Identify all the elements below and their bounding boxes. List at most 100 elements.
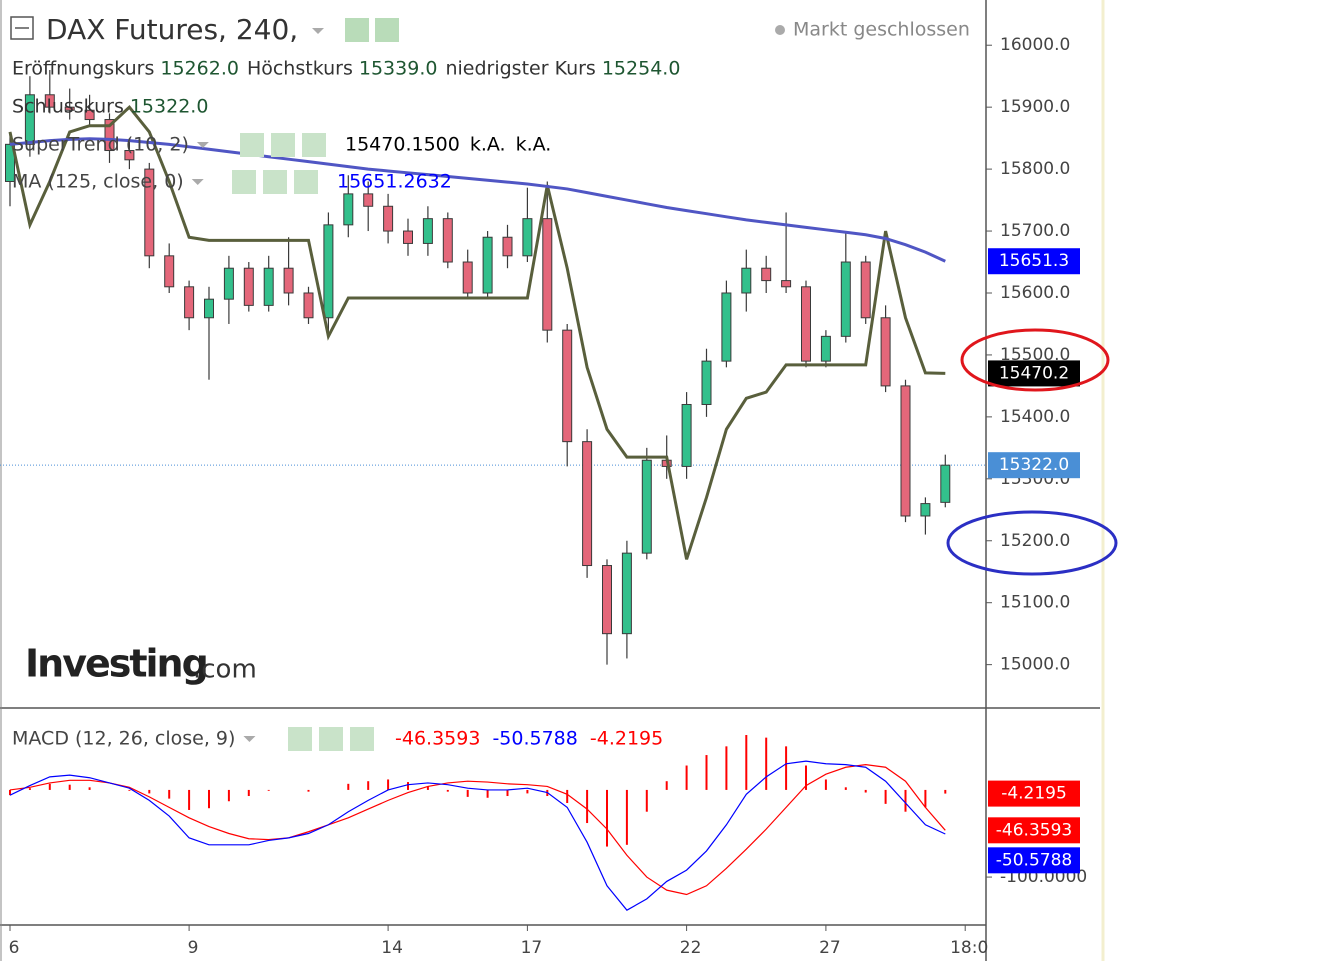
candle-body [303,292,314,319]
visibility-icon[interactable] [345,18,369,42]
candle-body [144,168,155,257]
y-tick-label: 16000.0 [1000,35,1070,55]
remove-icon[interactable] [302,133,326,157]
y-tick-label: 15100.0 [1000,593,1070,613]
candle-body [403,230,413,244]
candle-body [84,109,95,121]
legend-text: k.A. [516,134,552,156]
candle-body [820,335,831,362]
candle-body [621,552,632,635]
candle-body [263,267,274,306]
legend-text: Schlusskurs [12,96,124,118]
candle-body [801,286,811,362]
dropdown-icon[interactable] [196,142,209,148]
legend-text: Höchstkurs [247,58,353,80]
axis-value-tag [988,780,1080,807]
legend-text: k.A. [470,134,506,156]
annotation-ellipse [960,328,1110,392]
candle-body [641,459,652,554]
legend-text: 15339.0 [359,58,438,80]
candle-body [204,298,214,319]
legend-text: 15254.0 [602,58,681,80]
axis-value-tag [988,847,1080,874]
y-tick-label: 15600.0 [1000,283,1070,303]
x-tick-label: 17 [521,938,543,958]
status-dot [775,25,785,35]
legend-text: -4.2195 [590,728,663,750]
candle-body [582,441,593,567]
candle-body [184,286,195,319]
candle-body [223,267,234,300]
y-tick-label: 15500.0 [1000,345,1070,365]
series-line [9,137,946,263]
legend-area: DAX Futures, 240, Markt geschlossen Inve… [10,13,1118,751]
candle-body [701,360,712,405]
candle-body [422,218,433,244]
market-status: Markt geschlossen [793,19,970,41]
candle-body [781,280,792,288]
candle-body [283,267,294,294]
candle-body [940,464,951,503]
candle-body [522,218,533,257]
candle-body [562,329,573,443]
dropdown-icon[interactable] [312,28,324,34]
candle-body [880,317,891,387]
series-line [9,764,946,896]
y-tick-label: 15000.0 [1000,655,1070,675]
settings-icon[interactable] [319,727,343,751]
x-tick-label: 6 [9,938,20,958]
legend-text: SuperTrend (10, 2) [12,134,189,156]
candle-body [721,292,732,362]
candle-body [681,403,692,467]
visibility-icon[interactable] [232,170,256,194]
candle-body [363,193,374,207]
y-tick-label: 15400.0 [1000,407,1070,427]
settings-icon[interactable] [271,133,295,157]
candle-body [164,255,175,288]
candle-body [920,503,931,517]
candle-body [860,261,871,319]
y-tick-label: 15900.0 [1000,97,1070,117]
candle-body [124,150,135,161]
axis-value-label: 15651.3 [999,251,1069,271]
chart-title: DAX Futures, 240, [46,13,298,46]
candle-body [741,267,752,294]
y-tick-label: 15700.0 [1000,221,1070,241]
legend-text: MA (125, close, 0) [12,171,184,193]
axis-value-label: 15322.0 [999,455,1069,475]
candle-body [44,94,55,108]
candle-body [243,267,254,306]
legend-text: niedrigster Kurs [445,58,595,80]
axis-value-tag [988,360,1080,387]
candle-body [602,565,612,635]
x-tick-label: 14 [381,938,403,958]
y-tick-label: 15800.0 [1000,159,1070,179]
visibility-icon[interactable] [288,727,312,751]
watermark-suffix: .com [193,655,257,685]
candle-body [442,218,453,263]
remove-icon[interactable] [350,727,374,751]
x-tick-label: 18:0 [950,938,988,958]
watermark-brand: Investing [25,642,207,686]
candle-body [323,224,334,319]
plot-area: 15000.015100.015200.015300.015400.015500… [0,35,1087,958]
visibility-icon[interactable] [240,133,264,157]
axis-value-label: -4.2195 [1001,784,1067,804]
legend-text: 15322.0 [130,96,209,118]
legend-text: -50.5788 [492,728,577,750]
candle-body [840,261,851,337]
dropdown-icon[interactable] [191,179,204,185]
legend-text: -46.3593 [395,728,480,750]
axis-value-label: 15470.2 [999,363,1069,383]
axis-value-label: -50.5788 [996,850,1072,870]
settings-icon[interactable] [375,18,399,42]
settings-icon[interactable] [263,170,287,194]
collapse-icon[interactable] [10,16,34,40]
dropdown-icon[interactable] [243,736,256,742]
legend-text: 15470.1500 [345,134,460,156]
remove-icon[interactable] [294,170,318,194]
candle-body [24,94,35,145]
axis-value-label: -46.3593 [996,820,1072,840]
candle-body [462,261,473,294]
